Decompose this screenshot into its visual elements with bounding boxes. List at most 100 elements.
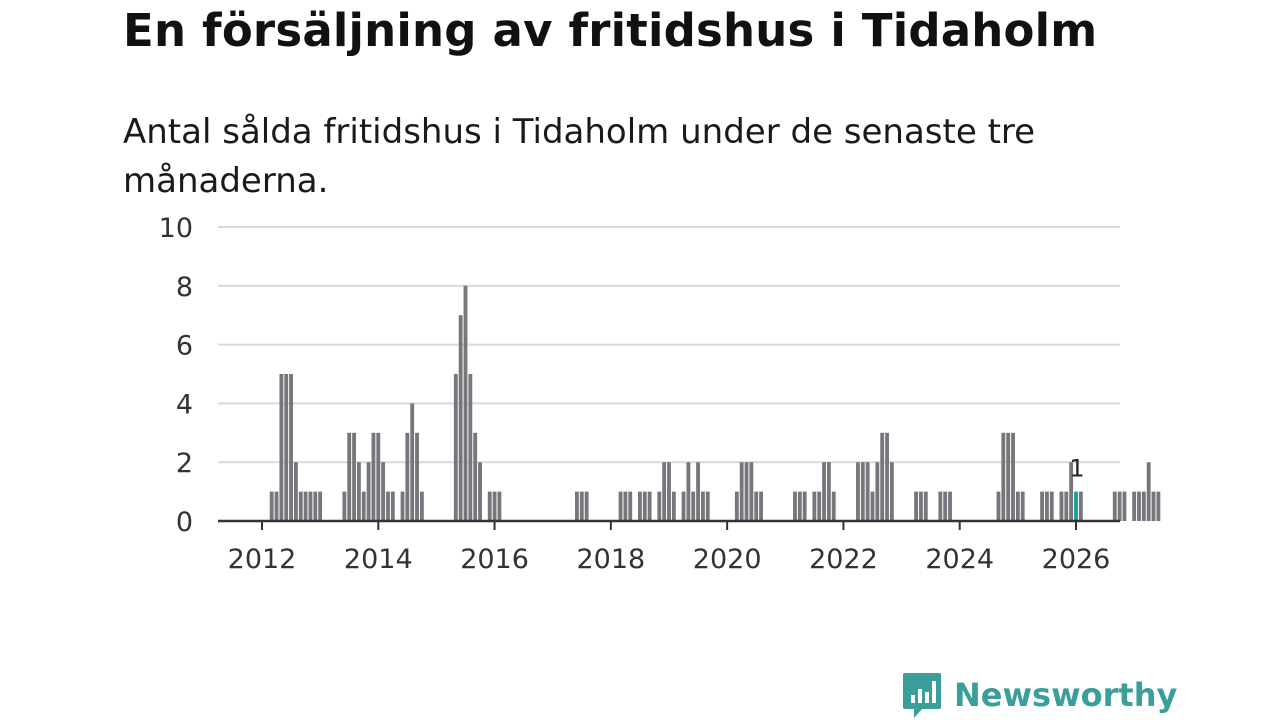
x-tick-label: 2020	[693, 544, 762, 575]
bar	[405, 432, 410, 521]
bar	[453, 374, 458, 521]
bar	[919, 491, 923, 521]
bar	[996, 491, 1001, 521]
data-label: 1	[1069, 455, 1084, 483]
brand-name: Newsworthy	[954, 676, 1178, 714]
bar	[826, 462, 831, 521]
bar	[880, 432, 885, 521]
x-tick-label: 2014	[344, 544, 413, 575]
bar	[657, 491, 662, 521]
y-tick-label: 0	[176, 507, 193, 538]
bar	[1049, 491, 1054, 521]
bar	[943, 491, 948, 521]
bar	[793, 491, 797, 521]
y-tick-label: 2	[176, 448, 193, 479]
bar	[303, 491, 308, 521]
bar	[885, 432, 889, 521]
bar	[938, 491, 943, 521]
bar	[642, 491, 647, 521]
y-tick-label: 6	[176, 331, 193, 362]
bar	[749, 462, 754, 521]
bar	[870, 491, 875, 521]
chart-title: En försäljning av fritidshus i Tidaholm	[123, 4, 1098, 57]
bar	[638, 491, 642, 521]
bar	[618, 491, 623, 521]
bar	[662, 462, 667, 521]
bar	[802, 491, 807, 521]
bar	[1059, 491, 1064, 521]
bar	[1156, 491, 1161, 521]
bar	[1006, 432, 1011, 521]
bar	[914, 491, 919, 521]
bar	[473, 432, 478, 521]
bar	[739, 462, 744, 521]
bar	[948, 491, 952, 521]
bar	[759, 491, 763, 521]
bar	[860, 462, 865, 521]
x-tick-label: 2024	[925, 544, 994, 575]
bar	[681, 491, 686, 521]
bar	[628, 491, 633, 521]
bar	[1045, 491, 1049, 521]
bar	[342, 491, 347, 521]
bar	[1137, 491, 1141, 521]
bar	[381, 462, 386, 521]
bar	[390, 491, 395, 521]
bar	[308, 491, 313, 521]
bar	[923, 491, 928, 521]
y-tick-label: 10	[159, 213, 193, 244]
bar	[400, 491, 405, 521]
bar	[279, 374, 284, 521]
bar	[293, 462, 298, 521]
bar	[415, 432, 419, 521]
x-tick-label: 2026	[1042, 544, 1111, 575]
bar	[734, 491, 739, 521]
bar	[1122, 491, 1127, 521]
bar	[463, 285, 468, 521]
bar	[889, 462, 894, 521]
bar	[347, 432, 352, 521]
x-tick-label: 2016	[460, 544, 529, 575]
y-tick-label: 8	[176, 272, 193, 303]
bar	[1020, 491, 1025, 521]
bar	[1064, 491, 1069, 521]
bar	[274, 491, 279, 521]
bar	[1069, 462, 1074, 521]
bar	[352, 432, 356, 521]
bar	[822, 462, 826, 521]
bar	[1151, 491, 1156, 521]
bar	[579, 491, 584, 521]
bar	[318, 491, 323, 521]
bar	[856, 462, 860, 521]
y-tick-label: 4	[176, 389, 193, 420]
bar	[289, 374, 293, 521]
bar	[671, 491, 676, 521]
bar	[1132, 491, 1137, 521]
bar	[419, 491, 424, 521]
bar	[1141, 491, 1146, 521]
bar	[1078, 491, 1083, 521]
x-tick-label: 2022	[809, 544, 878, 575]
brand-logo: Newsworthy	[902, 670, 1177, 720]
bar	[691, 491, 696, 521]
bar	[497, 491, 502, 521]
bar	[356, 462, 361, 521]
bar	[1117, 491, 1122, 521]
bar	[865, 462, 870, 521]
bar	[744, 462, 749, 521]
bar	[875, 462, 880, 521]
bar	[1040, 491, 1045, 521]
bar	[284, 374, 289, 521]
bar	[410, 403, 415, 521]
bar	[686, 462, 691, 521]
newsworthy-logo-icon	[903, 673, 941, 718]
bar	[700, 491, 705, 521]
bar	[298, 491, 303, 521]
bar	[584, 491, 589, 521]
bar	[812, 491, 817, 521]
bar	[492, 491, 497, 521]
bar	[754, 491, 759, 521]
bar	[1011, 432, 1015, 521]
bar	[1015, 491, 1020, 521]
